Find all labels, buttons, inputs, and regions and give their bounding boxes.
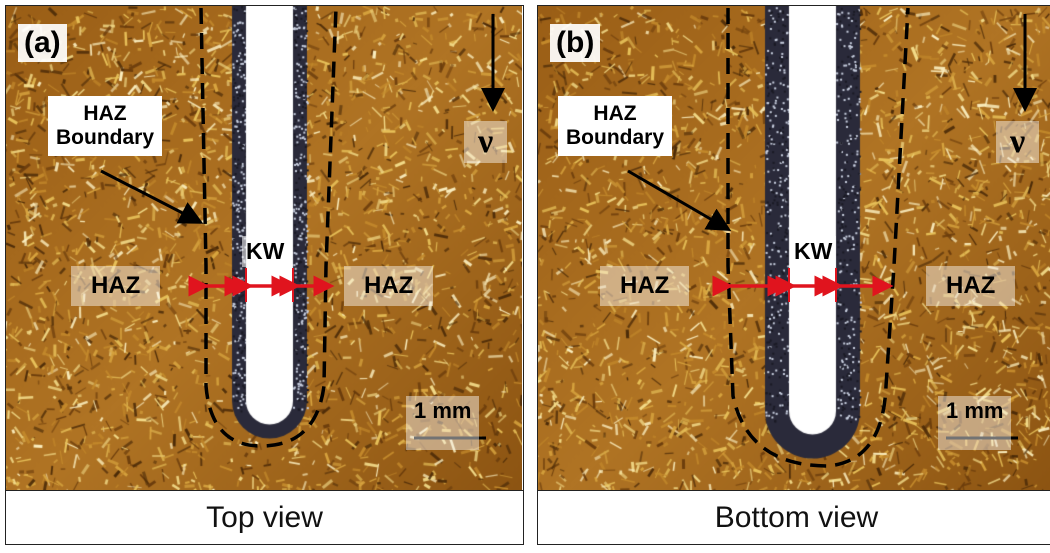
kw-arrows bbox=[188, 268, 335, 302]
scale-bar-label: 1 mm bbox=[938, 396, 1012, 450]
velocity-symbol: ν bbox=[996, 121, 1040, 163]
haz-boundary-pointer bbox=[627, 169, 732, 232]
scale-bar-label: 1 mm bbox=[406, 396, 480, 450]
haz-boundary-label: HAZ Boundary bbox=[48, 96, 163, 156]
haz-boundary-line2: Boundary bbox=[566, 126, 665, 149]
haz-left-label: HAZ bbox=[71, 266, 161, 306]
annotation-overlay bbox=[100, 7, 505, 448]
panel-tag: (a) bbox=[18, 24, 67, 62]
haz-boundary-line1: HAZ bbox=[83, 102, 127, 125]
velocity-symbol: ν bbox=[464, 121, 508, 163]
haz-boundary-line2: Boundary bbox=[56, 126, 155, 149]
haz-boundary-line bbox=[726, 7, 910, 468]
kerf-width-label: KW bbox=[790, 236, 837, 267]
panel-top-view: (a) HAZ Boundary ν KW HAZ HAZ 1 mm Top v… bbox=[5, 5, 524, 545]
haz-boundary-pointer bbox=[100, 169, 204, 224]
panel-bottom-view: (b) HAZ Boundary ν KW HAZ HAZ 1 mm Botto… bbox=[537, 5, 1050, 545]
panel-tag: (b) bbox=[550, 24, 601, 62]
haz-boundary-line bbox=[199, 7, 338, 448]
annotation-overlay bbox=[627, 7, 1037, 468]
panel-caption: Top view bbox=[6, 490, 523, 544]
haz-right-label: HAZ bbox=[344, 266, 434, 306]
haz-right-label: HAZ bbox=[926, 266, 1016, 306]
kw-arrows bbox=[712, 268, 894, 302]
haz-boundary-label: HAZ Boundary bbox=[558, 96, 673, 156]
haz-left-label: HAZ bbox=[600, 266, 690, 306]
haz-boundary-line1: HAZ bbox=[593, 102, 637, 125]
panel-caption: Bottom view bbox=[538, 490, 1050, 544]
kerf-width-label: KW bbox=[242, 236, 289, 267]
